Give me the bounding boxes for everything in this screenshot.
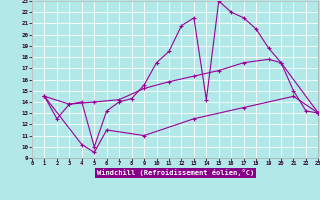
X-axis label: Windchill (Refroidissement éolien,°C): Windchill (Refroidissement éolien,°C) (97, 169, 254, 176)
